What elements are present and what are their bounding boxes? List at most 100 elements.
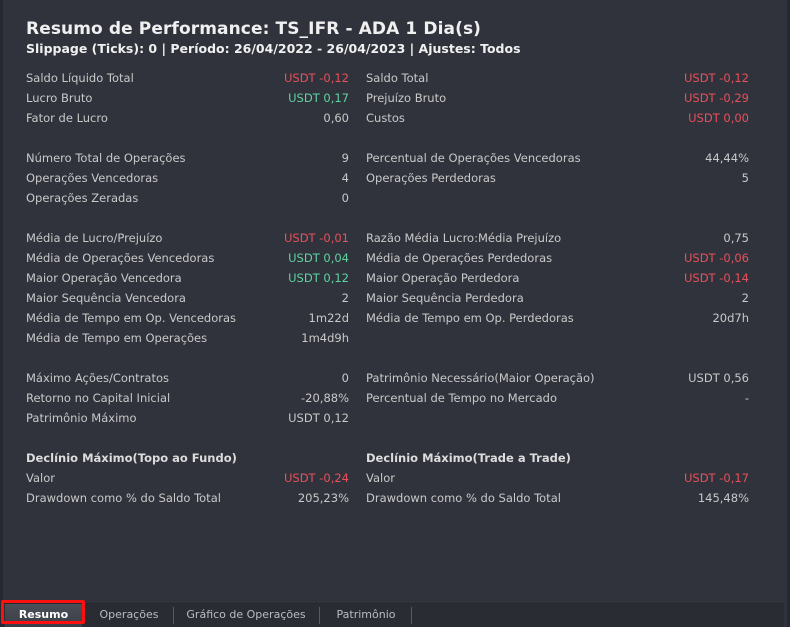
metric-value: 44,44% — [705, 151, 749, 165]
metric-value: 205,23% — [297, 491, 349, 505]
metric-label: Retorno no Capital Inicial — [26, 391, 171, 405]
metric-row-patrimonio-necessario: Patrimônio Necessário(Maior Operação) US… — [366, 368, 749, 388]
spacer — [366, 128, 749, 148]
spacer — [366, 188, 749, 208]
metric-value: USDT -0,24 — [283, 471, 349, 485]
report-title: Resumo de Performance: TS_IFR - ADA 1 Di… — [26, 19, 482, 39]
metric-label: Valor — [26, 471, 55, 485]
left-metrics-column: Saldo Líquido Total USDT -0,12 Lucro Bru… — [26, 68, 349, 508]
metric-label: Lucro Bruto — [26, 91, 93, 105]
metric-value: 1m22d — [308, 311, 349, 325]
metric-row-declinio-drawdown: Drawdown como % do Saldo Total 205,23% — [26, 488, 349, 508]
metric-label: Percentual de Tempo no Mercado — [366, 391, 557, 405]
section-heading: Declínio Máximo(Topo ao Fundo) — [26, 451, 237, 465]
metric-value: USDT -0,06 — [683, 251, 749, 265]
metric-row-numero-total-operacoes: Número Total de Operações 9 — [26, 148, 349, 168]
spacer — [366, 328, 749, 348]
metric-value: USDT -0,29 — [683, 91, 749, 105]
metric-label: Drawdown como % do Saldo Total — [26, 491, 221, 505]
metric-value: 20d7h — [712, 311, 749, 325]
metric-label: Média de Tempo em Operações — [26, 331, 208, 345]
metric-value: 4 — [341, 171, 349, 185]
metric-row-patrimonio-maximo: Patrimônio Máximo USDT 0,12 — [26, 408, 349, 428]
report-subtitle: Slippage (Ticks): 0 | Período: 26/04/202… — [26, 41, 521, 56]
metric-label: Maior Sequência Vencedora — [26, 291, 186, 305]
metric-row-media-lucro-prejuizo: Média de Lucro/Prejuízo USDT -0,01 — [26, 228, 349, 248]
metric-row-percentual-tempo-mercado: Percentual de Tempo no Mercado - — [366, 388, 749, 408]
metric-label: Fator de Lucro — [26, 111, 108, 125]
tab-resumo[interactable]: Resumo — [5, 604, 82, 627]
metric-label: Média de Operações Vencedoras — [26, 251, 215, 265]
metric-value: 0,60 — [323, 111, 349, 125]
metric-label: Valor — [366, 471, 395, 485]
metric-row-prejuizo-bruto: Prejuízo Bruto USDT -0,29 — [366, 88, 749, 108]
metric-row-retorno-capital-inicial: Retorno no Capital Inicial -20,88% — [26, 388, 349, 408]
metric-value: - — [744, 391, 749, 405]
metric-row-media-tempo-op-vencedoras: Média de Tempo em Op. Vencedoras 1m22d — [26, 308, 349, 328]
spacer — [26, 128, 349, 148]
bottom-tab-bar: Resumo Operações Gráfico de Operações Pa… — [3, 603, 784, 627]
metric-value: USDT 0,56 — [688, 371, 749, 385]
metric-label: Razão Média Lucro:Média Prejuízo — [366, 231, 562, 245]
metric-label: Operações Zeradas — [26, 191, 139, 205]
metric-value: 2 — [341, 291, 349, 305]
section-heading: Declínio Máximo(Trade a Trade) — [366, 451, 571, 465]
metric-label: Maior Operação Vencedora — [26, 271, 182, 285]
metric-row-operacoes-zeradas: Operações Zeradas 0 — [26, 188, 349, 208]
metric-row-razao-media-lucro-prejuizo: Razão Média Lucro:Média Prejuízo 0,75 — [366, 228, 749, 248]
metric-value: 5 — [741, 171, 749, 185]
report-header: Resumo de Performance: TS_IFR - ADA 1 Di… — [26, 18, 521, 58]
metric-value: USDT -0,14 — [683, 271, 749, 285]
metric-value: 0,75 — [723, 231, 749, 245]
metric-label: Patrimônio Máximo — [26, 411, 137, 425]
metric-label: Maior Sequência Perdedora — [366, 291, 524, 305]
metric-label: Custos — [366, 111, 405, 125]
spacer — [366, 208, 749, 228]
metric-row-maior-sequencia-perdedora: Maior Sequência Perdedora 2 — [366, 288, 749, 308]
metric-row-media-operacoes-perdedoras: Média de Operações Perdedoras USDT -0,06 — [366, 248, 749, 268]
metric-label: Média de Lucro/Prejuízo — [26, 231, 163, 245]
metric-row-saldo-liquido-total: Saldo Líquido Total USDT -0,12 — [26, 68, 349, 88]
tab-operacoes[interactable]: Operações — [99, 608, 159, 621]
metric-row-saldo-total: Saldo Total USDT -0,12 — [366, 68, 749, 88]
metric-value: 0 — [341, 371, 349, 385]
metric-row-media-operacoes-vencedoras: Média de Operações Vencedoras USDT 0,04 — [26, 248, 349, 268]
section-declinio-trade-a-trade: Declínio Máximo(Trade a Trade) — [366, 448, 749, 468]
tab-divider — [319, 607, 320, 624]
metric-value: -20,88% — [301, 391, 349, 405]
metric-value: USDT 0,12 — [288, 271, 349, 285]
spacer — [366, 428, 749, 448]
tab-divider — [173, 607, 174, 624]
metric-label: Máximo Ações/Contratos — [26, 371, 170, 385]
metric-value: 145,48% — [697, 491, 749, 505]
metric-row-declinio-valor: Valor USDT -0,17 — [366, 468, 749, 488]
metric-value: USDT -0,12 — [283, 71, 349, 85]
metric-value: 0 — [341, 191, 349, 205]
summary-panel: Resumo de Performance: TS_IFR - ADA 1 Di… — [3, 0, 784, 603]
spacer — [366, 408, 749, 428]
metric-row-media-tempo-op-perdedoras: Média de Tempo em Op. Perdedoras 20d7h — [366, 308, 749, 328]
metric-value: USDT 0,04 — [288, 251, 349, 265]
spacer — [26, 428, 349, 448]
metric-label: Saldo Total — [366, 71, 429, 85]
metric-label: Drawdown como % do Saldo Total — [366, 491, 561, 505]
spacer — [26, 348, 349, 368]
metric-row-declinio-drawdown: Drawdown como % do Saldo Total 145,48% — [366, 488, 749, 508]
section-declinio-topo-fundo: Declínio Máximo(Topo ao Fundo) — [26, 448, 349, 468]
metric-label: Maior Operação Perdedora — [366, 271, 520, 285]
metric-row-operacoes-vencedoras: Operações Vencedoras 4 — [26, 168, 349, 188]
metric-row-fator-de-lucro: Fator de Lucro 0,60 — [26, 108, 349, 128]
spacer — [26, 208, 349, 228]
metric-value: USDT 0,17 — [288, 91, 349, 105]
metric-row-maximo-acoes-contratos: Máximo Ações/Contratos 0 — [26, 368, 349, 388]
metric-value: 9 — [341, 151, 349, 165]
metric-row-operacoes-perdedoras: Operações Perdedoras 5 — [366, 168, 749, 188]
tab-grafico-de-operacoes[interactable]: Gráfico de Operações — [186, 608, 306, 621]
tab-patrimonio[interactable]: Patrimônio — [336, 608, 396, 621]
metric-label: Média de Tempo em Op. Perdedoras — [366, 311, 574, 325]
metric-row-percentual-operacoes-vencedoras: Percentual de Operações Vencedoras 44,44… — [366, 148, 749, 168]
metric-label: Patrimônio Necessário(Maior Operação) — [366, 371, 595, 385]
metric-value: USDT 0,00 — [688, 111, 749, 125]
metric-value: USDT 0,12 — [288, 411, 349, 425]
metric-row-lucro-bruto: Lucro Bruto USDT 0,17 — [26, 88, 349, 108]
